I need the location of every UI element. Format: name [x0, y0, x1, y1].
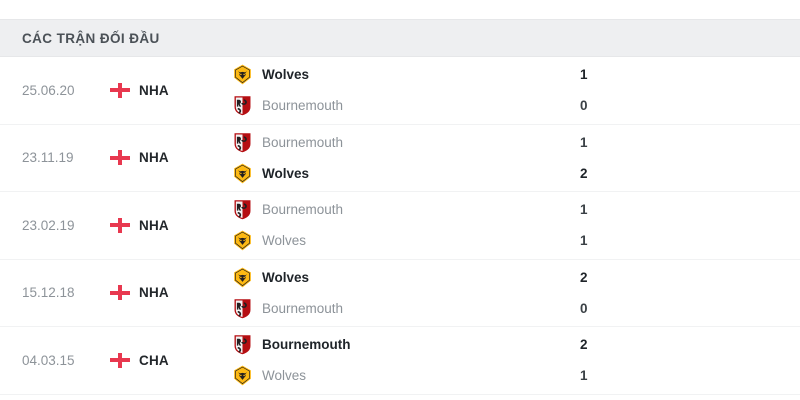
- home-score: 2: [580, 337, 588, 353]
- match-date: 15.12.18: [22, 285, 75, 301]
- bournemouth-crest-icon: [233, 95, 252, 116]
- bournemouth-crest-icon: [233, 199, 252, 220]
- home-team[interactable]: Bournemouth: [233, 132, 575, 152]
- competition-cell: NHA: [110, 82, 210, 98]
- away-score: 2: [580, 165, 588, 181]
- wolves-crest-icon: [233, 365, 252, 386]
- competition-cell: NHA: [110, 217, 210, 233]
- panel-header: CÁC TRẬN ĐỐI ĐẦU: [0, 19, 800, 57]
- home-team[interactable]: Bournemouth: [233, 335, 575, 355]
- competition-label: NHA: [139, 150, 169, 166]
- bournemouth-crest-icon: [233, 334, 252, 355]
- home-score-line: 2: [575, 335, 800, 355]
- match-row[interactable]: 15.12.18 NHA Wolves Bournemouth 2 0: [0, 259, 800, 327]
- home-team-name: Bournemouth: [262, 134, 344, 150]
- competition-label: CHA: [139, 352, 169, 368]
- home-score: 2: [580, 269, 588, 285]
- home-team-name: Bournemouth: [262, 337, 351, 353]
- home-score-line: 1: [575, 200, 800, 220]
- match-date: 04.03.15: [22, 352, 75, 368]
- match-list: 25.06.20 NHA Wolves Bournemouth 1 0 23.11.19 NH…: [0, 57, 800, 400]
- match-row[interactable]: 25.06.20 NHA Wolves Bournemouth 1 0: [0, 57, 800, 125]
- away-team-name: Wolves: [262, 165, 310, 181]
- home-score: 1: [580, 67, 588, 83]
- home-team-name: Bournemouth: [262, 202, 344, 218]
- home-score-line: 2: [575, 267, 800, 287]
- teams-cell: Bournemouth Wolves: [210, 200, 575, 251]
- home-score: 1: [580, 202, 588, 218]
- bournemouth-crest-icon: [233, 298, 252, 319]
- match-row[interactable]: 04.03.15 CHA Bournemouth Wolves 2 1: [0, 327, 800, 395]
- england-flag-icon: [110, 82, 130, 98]
- away-score-line: 0: [575, 96, 800, 116]
- wolves-crest-icon: [233, 64, 252, 85]
- home-team[interactable]: Wolves: [233, 64, 575, 85]
- away-score-line: 0: [575, 298, 800, 318]
- england-flag-icon: [110, 352, 130, 368]
- away-score: 1: [580, 233, 588, 249]
- home-team[interactable]: Bournemouth: [233, 200, 575, 220]
- panel-title: CÁC TRẬN ĐỐI ĐẦU: [22, 30, 160, 46]
- away-team-name: Bournemouth: [262, 98, 344, 114]
- home-score-line: 1: [575, 132, 800, 152]
- match-date: 23.11.19: [22, 150, 74, 166]
- away-score-line: 1: [575, 231, 800, 251]
- competition-label: NHA: [139, 217, 169, 233]
- away-score: 0: [580, 300, 588, 316]
- home-team-name: Wolves: [262, 67, 310, 83]
- away-team[interactable]: Wolves: [233, 163, 575, 184]
- teams-cell: Wolves Bournemouth: [210, 64, 575, 116]
- away-team[interactable]: Bournemouth: [233, 298, 575, 318]
- match-row[interactable]: 23.02.19 NHA Bournemouth Wolves 1 1: [0, 192, 800, 260]
- wolves-crest-icon: [233, 163, 252, 184]
- match-date: 25.06.20: [22, 82, 75, 98]
- match-row[interactable]: 23.11.19 NHA Bournemouth Wolves 1 2: [0, 124, 800, 192]
- england-flag-icon: [110, 150, 130, 166]
- competition-cell: NHA: [110, 285, 210, 301]
- competition-cell: NHA: [110, 150, 210, 166]
- wolves-crest-icon: [233, 267, 252, 288]
- competition-cell: CHA: [110, 352, 210, 368]
- teams-cell: Bournemouth Wolves: [210, 132, 575, 184]
- away-team[interactable]: Bournemouth: [233, 96, 575, 116]
- away-score-line: 1: [575, 366, 800, 386]
- away-team[interactable]: Wolves: [233, 365, 575, 386]
- away-team-name: Wolves: [262, 233, 307, 249]
- competition-label: NHA: [139, 285, 169, 301]
- away-team-name: Bournemouth: [262, 300, 344, 316]
- home-team-name: Wolves: [262, 269, 310, 285]
- home-score: 1: [580, 134, 588, 150]
- england-flag-icon: [110, 217, 130, 233]
- england-flag-icon: [110, 285, 130, 301]
- away-score-line: 2: [575, 163, 800, 183]
- teams-cell: Bournemouth Wolves: [210, 335, 575, 386]
- home-team[interactable]: Wolves: [233, 267, 575, 288]
- bournemouth-crest-icon: [233, 132, 252, 153]
- competition-label: NHA: [139, 82, 169, 98]
- wolves-crest-icon: [233, 230, 252, 251]
- away-team-name: Wolves: [262, 368, 307, 384]
- home-score-line: 1: [575, 65, 800, 85]
- match-date: 23.02.19: [22, 217, 75, 233]
- away-team[interactable]: Wolves: [233, 230, 575, 251]
- away-score: 0: [580, 98, 588, 114]
- away-score: 1: [580, 368, 588, 384]
- teams-cell: Wolves Bournemouth: [210, 267, 575, 318]
